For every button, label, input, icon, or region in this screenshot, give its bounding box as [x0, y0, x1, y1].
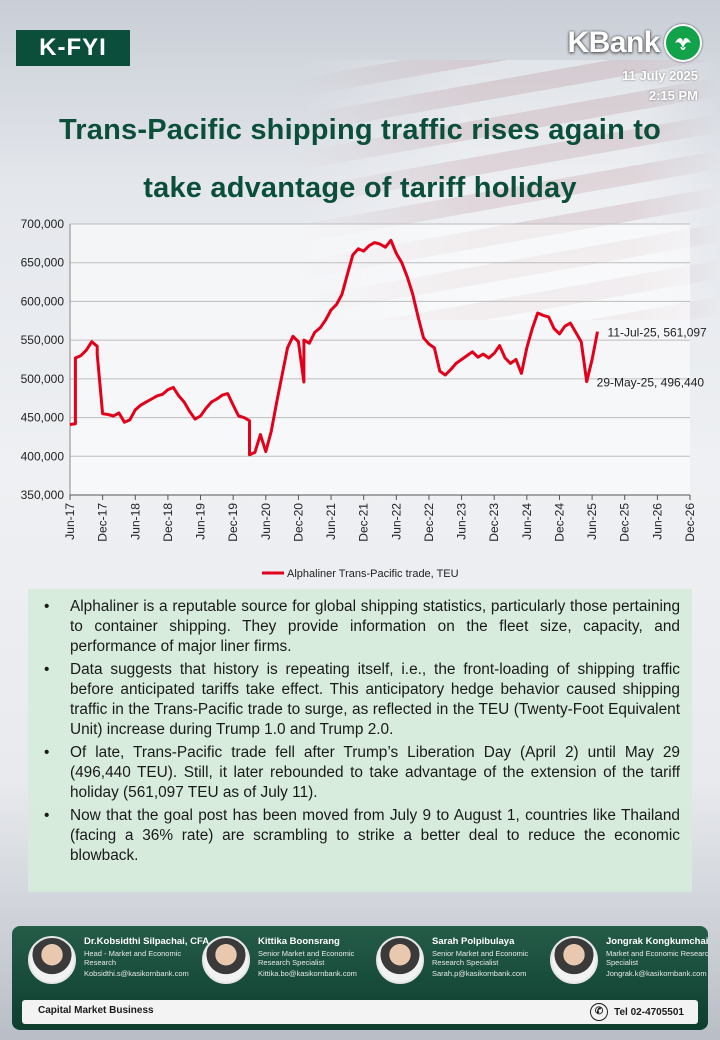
series-line — [69, 238, 599, 457]
y-tick-label: 400,000 — [21, 449, 65, 463]
y-tick-label: 650,000 — [21, 256, 65, 270]
y-tick-label: 700,000 — [21, 217, 65, 231]
page-title-line-1: Trans-Pacific shipping traffic rises aga… — [58, 114, 662, 146]
avatar — [202, 936, 250, 984]
x-tick-label: Dec-19 — [226, 503, 240, 542]
contact: ✆ Tel 02-4705501 — [590, 1003, 684, 1021]
member-email[interactable]: Sarah.p@kasikornbank.com — [432, 969, 527, 978]
x-tick-label: Dec-23 — [487, 503, 501, 542]
business-unit: Capital Market Business — [38, 1005, 154, 1016]
x-tick-label: Dec-26 — [683, 503, 697, 542]
page-title-line-2: take advantage of tariff holiday — [143, 172, 577, 204]
team-member: Sarah Polpibulaya Senior Market and Econo… — [376, 934, 546, 996]
bullet-text: Alphaliner is a reputable source for glo… — [70, 598, 680, 655]
x-tick-label: Jun-19 — [194, 503, 208, 540]
y-tick-label: 600,000 — [21, 294, 65, 308]
data-annotation: 11-Jul-25, 561,097 — [608, 326, 708, 340]
commentary-panel: • Alphaliner is a reputable source for gl… — [28, 589, 692, 892]
team-member: Jongrak Kongkumchai Market and Economic R… — [550, 934, 708, 996]
member-name: Jongrak Kongkumchai — [606, 936, 708, 947]
y-tick-label: 350,000 — [21, 488, 65, 502]
shipping-traffic-chart: 350,000 400,000 450,000 500,000 550,000 600,0… — [21, 217, 708, 580]
bullet-icon: • — [44, 661, 50, 678]
x-tick-label: Jun-23 — [455, 503, 469, 540]
x-tick-label: Dec-24 — [552, 503, 566, 542]
x-tick-label: Jun-17 — [63, 503, 77, 540]
member-email[interactable]: Kobsidthi.s@kasikornbank.com — [84, 969, 189, 978]
x-tick-label: Dec-17 — [96, 503, 110, 542]
footer-bar: Capital Market Business ✆ Tel 02-4705501 — [22, 1000, 698, 1024]
y-tick-label: 500,000 — [21, 372, 65, 386]
x-tick-label: Dec-21 — [357, 503, 371, 542]
x-tick-label: Dec-25 — [618, 503, 632, 542]
bullet-item: • Data suggests that history is repeating… — [40, 660, 680, 740]
member-role: Senior Market and Economic Research Spec… — [258, 949, 355, 967]
commentary-list: • Alphaliner is a reputable source for gl… — [40, 597, 680, 866]
y-tick-label: 550,000 — [21, 333, 65, 347]
member-name: Dr.Kobsidthi Silpachai, CFA — [84, 936, 210, 947]
bullet-item: • Alphaliner is a reputable source for gl… — [40, 597, 680, 657]
x-tick-label: Jun-22 — [389, 503, 403, 540]
x-tick-label: Jun-25 — [585, 503, 599, 540]
data-annotation: 29-May-25, 496,440 — [597, 376, 705, 390]
plot-area — [70, 224, 690, 495]
phone-icon: ✆ — [590, 1003, 609, 1021]
x-tick-label: Dec-18 — [161, 503, 175, 542]
x-tick-label: Jun-21 — [324, 503, 338, 540]
member-role: Head - Market and Economic Research — [84, 949, 182, 967]
report-time: 2:15 PM — [648, 88, 698, 103]
y-tick-label: 450,000 — [21, 411, 65, 425]
team-member: Kittika Boonsrang Senior Market and Econo… — [202, 934, 372, 996]
brand: KBank — [567, 24, 702, 62]
legend-label: Alphaliner Trans-Pacific trade, TEU — [287, 568, 459, 580]
member-name: Sarah Polpibulaya — [432, 936, 515, 947]
x-tick-label: Jun-24 — [520, 503, 534, 540]
bullet-item: • Of late, Trans-Pacific trade fell after… — [40, 743, 680, 803]
kfyi-badge: K-FYI — [16, 30, 130, 66]
bullet-text: Now that the goal post has been moved fr… — [70, 807, 680, 864]
x-tick-label: Dec-22 — [422, 503, 436, 542]
x-tick-label: Dec-20 — [291, 503, 305, 542]
member-email[interactable]: Jongrak.k@kasikornbank.com — [606, 969, 707, 978]
team-member: Dr.Kobsidthi Silpachai, CFA Head - Market… — [28, 934, 209, 996]
kbank-logo-icon — [664, 24, 702, 62]
member-email[interactable]: Kittika.bo@kasikornbank.com — [258, 969, 357, 978]
bullet-icon: • — [44, 807, 50, 824]
bullet-text: Of late, Trans-Pacific trade fell after … — [70, 744, 680, 801]
bullet-icon: • — [44, 744, 50, 761]
x-tick-label: Jun-26 — [650, 503, 664, 540]
avatar — [550, 936, 598, 984]
brand-name: KBank — [567, 26, 660, 59]
x-tick-label: Jun-20 — [259, 503, 273, 540]
member-name: Kittika Boonsrang — [258, 936, 340, 947]
phone-number[interactable]: Tel 02-4705501 — [614, 1006, 684, 1018]
member-role: Senior Market and Economic Research Spec… — [432, 949, 529, 967]
avatar — [376, 936, 424, 984]
bullet-item: • Now that the goal post has been moved f… — [40, 806, 680, 866]
bullet-text: Data suggests that history is repeating … — [70, 661, 680, 738]
footer: Dr.Kobsidthi Silpachai, CFA Head - Market… — [12, 926, 708, 1030]
report-date: 11 July 2025 — [622, 68, 698, 83]
avatar — [28, 936, 76, 984]
member-role: Market and Economic Research Specialist — [606, 949, 708, 967]
x-tick-label: Jun-18 — [128, 503, 142, 540]
bullet-icon: • — [44, 598, 50, 615]
